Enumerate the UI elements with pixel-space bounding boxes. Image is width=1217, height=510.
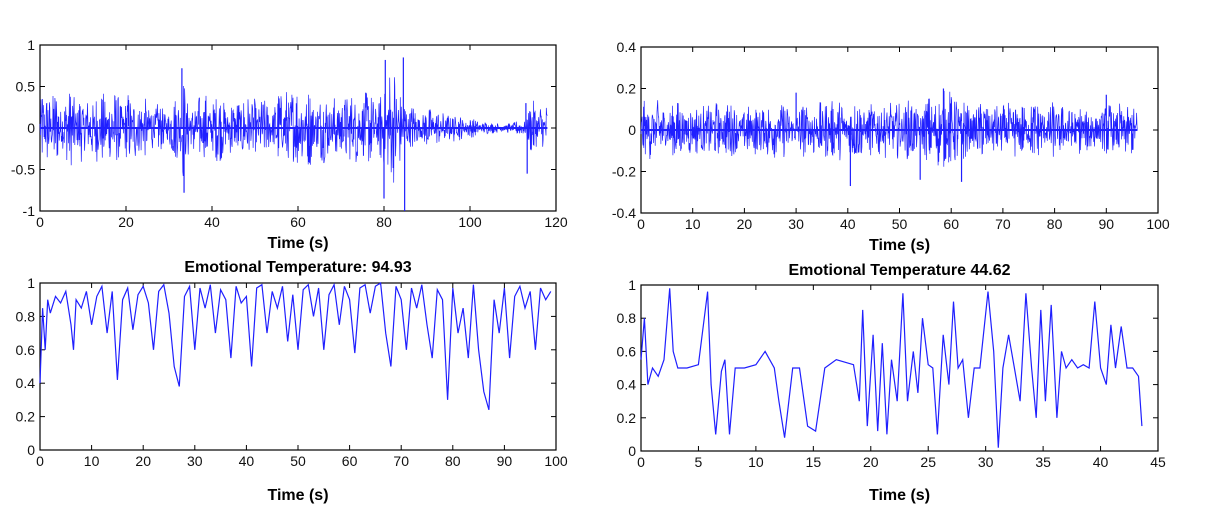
x-tick-label: 0	[36, 214, 44, 230]
temperature-series	[39, 281, 552, 411]
x-tick-label: 25	[920, 454, 936, 470]
y-tick-label: 0.5	[16, 79, 36, 95]
y-tick-label: 0.4	[617, 39, 637, 55]
y-tick-label: 1	[628, 277, 636, 293]
x-axis-label: Time (s)	[869, 237, 930, 254]
x-tick-label: 40	[239, 453, 255, 469]
x-axis-label: Time (s)	[267, 487, 328, 504]
emotional-temperature-right-panel: Emotional Temperature 44.62 0 5 10 15 20 25 30…	[617, 262, 1166, 504]
x-tick-label: 60	[290, 214, 306, 230]
waveform-series	[640, 90, 1138, 167]
chart-title: Emotional Temperature: 94.93	[184, 259, 411, 276]
x-tick-label: 10	[748, 454, 764, 470]
y-tick-label: 0.8	[16, 308, 36, 324]
y-tick-label: 0.4	[16, 375, 36, 391]
y-tick-label: 0	[27, 120, 35, 136]
x-tick-label: 30	[187, 453, 203, 469]
x-tick-label: 20	[118, 214, 134, 230]
x-tick-label: 60	[342, 453, 358, 469]
y-tick-label: -1	[23, 203, 36, 219]
x-tick-label: 70	[393, 453, 409, 469]
audio-waveform-right-panel: 0 10 20 30 40 50 60 70 80 90 100 -0.4 -0.2 0 0.2 0.4 Ti…	[612, 39, 1170, 254]
y-tick-label: 0	[628, 122, 636, 138]
y-tick-label: -0.4	[612, 205, 636, 221]
plot-frame	[39, 282, 557, 451]
x-tick-label: 40	[204, 214, 220, 230]
x-tick-label: 0	[637, 216, 645, 232]
x-tick-label: 10	[84, 453, 100, 469]
y-tick-label: 0.6	[16, 342, 36, 358]
x-tick-label: 90	[1099, 216, 1115, 232]
x-tick-label: 50	[290, 453, 306, 469]
temperature-series	[640, 288, 1143, 448]
x-tick-label: 70	[995, 216, 1011, 232]
audio-waveform-left-panel: 0 20 40 60 80 100 120 -1 -0.5 0 0.5 1 Time (s)	[11, 37, 568, 252]
x-tick-label: 20	[737, 216, 753, 232]
x-tick-label: 0	[36, 453, 44, 469]
x-tick-label: 5	[695, 454, 703, 470]
y-tick-label: 0.4	[617, 377, 637, 393]
x-tick-label: 30	[978, 454, 994, 470]
x-axis-label: Time (s)	[869, 487, 930, 504]
y-tick-label: 0.6	[617, 343, 637, 359]
y-tick-label: 0.2	[16, 409, 36, 425]
x-tick-label: 20	[863, 454, 879, 470]
y-tick-label: 0.2	[617, 81, 637, 97]
x-tick-label: 80	[445, 453, 461, 469]
x-tick-label: 90	[497, 453, 513, 469]
x-tick-label: 100	[1146, 216, 1170, 232]
x-tick-label: 0	[637, 454, 645, 470]
x-tick-label: 100	[544, 453, 568, 469]
emotional-temperature-left-panel: Emotional Temperature: 94.93 0 10 20 30 40 50…	[16, 259, 568, 504]
x-tick-label: 20	[135, 453, 151, 469]
x-tick-label: 40	[840, 216, 856, 232]
y-tick-label: 0.8	[617, 310, 637, 326]
x-tick-label: 80	[1047, 216, 1063, 232]
x-tick-label: 35	[1035, 454, 1051, 470]
y-tick-label: -0.2	[612, 164, 636, 180]
x-tick-label: 45	[1150, 454, 1166, 470]
chart-title: Emotional Temperature 44.62	[789, 262, 1011, 279]
y-tick-label: 0	[628, 443, 636, 459]
x-tick-label: 100	[458, 214, 482, 230]
y-tick-label: 0.2	[617, 410, 637, 426]
x-tick-label: 120	[544, 214, 568, 230]
y-tick-label: -0.5	[11, 162, 35, 178]
y-tick-label: 1	[27, 275, 35, 291]
x-tick-label: 60	[943, 216, 959, 232]
x-tick-label: 15	[806, 454, 822, 470]
x-tick-label: 50	[892, 216, 908, 232]
y-tick-label: 1	[27, 37, 35, 53]
x-tick-label: 30	[788, 216, 804, 232]
waveform-series	[39, 77, 548, 183]
x-tick-label: 40	[1093, 454, 1109, 470]
y-tick-label: 0	[27, 442, 35, 458]
x-tick-label: 80	[376, 214, 392, 230]
x-axis-label: Time (s)	[267, 235, 328, 252]
plot-frame	[640, 284, 1159, 452]
x-tick-label: 10	[685, 216, 701, 232]
